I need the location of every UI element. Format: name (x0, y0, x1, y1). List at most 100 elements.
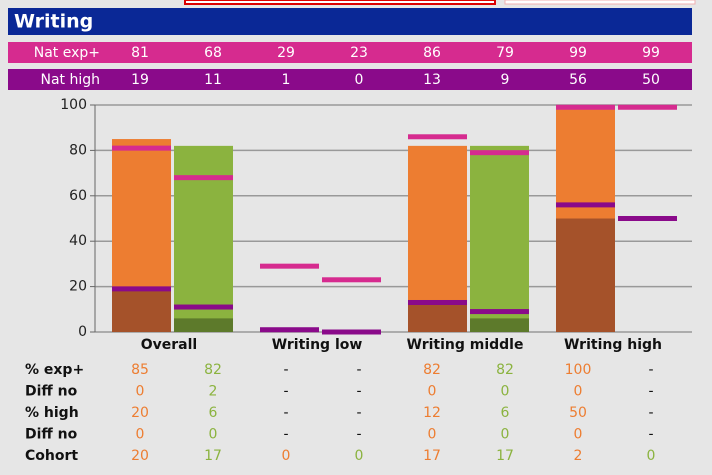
y-tick-label: 20 (69, 279, 87, 295)
nat-marker (322, 329, 381, 335)
bar-high (408, 304, 467, 332)
cell: - (356, 405, 361, 421)
cell: 0 (428, 384, 437, 400)
row-label: Cohort (25, 448, 78, 464)
nat-value: 0 (355, 72, 364, 88)
cell: 0 (209, 427, 218, 443)
nat-marker (618, 104, 677, 110)
cell: 0 (136, 427, 145, 443)
x-tick-label: Writing low (272, 337, 363, 353)
nat-marker (470, 150, 529, 156)
cell: 17 (423, 448, 441, 464)
cell: 2 (574, 448, 583, 464)
cell: 2 (209, 384, 218, 400)
nat-marker (112, 286, 171, 292)
top-box (504, 0, 696, 5)
nat-value: 9 (501, 72, 510, 88)
cell: 20 (131, 448, 149, 464)
nat-value: 13 (423, 72, 441, 88)
cell: 82 (496, 362, 514, 378)
cell: - (283, 405, 288, 421)
cell: 82 (423, 362, 441, 378)
cell: 0 (501, 427, 510, 443)
y-tick-label: 0 (78, 324, 87, 340)
nat-value: 11 (204, 72, 222, 88)
nat-value: 1 (282, 72, 291, 88)
cell: 0 (574, 384, 583, 400)
title: Writing (14, 11, 93, 33)
cell: 0 (501, 384, 510, 400)
cell: 50 (569, 405, 587, 421)
cell: 100 (565, 362, 592, 378)
row-label: Diff no (25, 384, 78, 400)
title-bar (8, 8, 692, 35)
cell: 0 (355, 448, 364, 464)
top-box (184, 0, 496, 5)
cell: - (283, 384, 288, 400)
cell: 20 (131, 405, 149, 421)
cell: - (283, 362, 288, 378)
y-tick-label: 100 (60, 97, 87, 113)
y-tick-label: 40 (69, 233, 87, 249)
nat-value: 99 (642, 45, 660, 61)
row-label: % exp+ (25, 362, 84, 378)
nat-marker (556, 104, 615, 110)
nat-marker (408, 299, 467, 305)
nat-row-bar (8, 42, 692, 63)
nat-value: 56 (569, 72, 587, 88)
nat-value: 19 (131, 72, 149, 88)
cell: 82 (204, 362, 222, 378)
cell: - (356, 384, 361, 400)
nat-value: 50 (642, 72, 660, 88)
nat-marker (260, 327, 319, 333)
nat-marker (556, 202, 615, 208)
cell: - (356, 362, 361, 378)
nat-marker (112, 145, 171, 151)
cell: - (648, 405, 653, 421)
nat-value: 68 (204, 45, 222, 61)
nat-value: 86 (423, 45, 441, 61)
nat-marker (260, 263, 319, 269)
nat-value: 29 (277, 45, 295, 61)
cell: 0 (282, 448, 291, 464)
nat-marker (174, 304, 233, 310)
nat-value: 79 (496, 45, 514, 61)
cell: - (648, 384, 653, 400)
nat-value: 81 (131, 45, 149, 61)
cell: 17 (496, 448, 514, 464)
nat-value: 23 (350, 45, 368, 61)
cell: 0 (574, 427, 583, 443)
y-tick-label: 80 (69, 142, 87, 158)
bar (470, 145, 529, 332)
cell: 12 (423, 405, 441, 421)
cell: 85 (131, 362, 149, 378)
cell: 0 (136, 384, 145, 400)
nat-marker (618, 216, 677, 221)
nat-row-label: Nat exp+ (34, 45, 100, 61)
row-label: % high (25, 405, 79, 421)
nat-marker (408, 134, 467, 140)
nat-marker (174, 175, 233, 181)
nat-row-label: Nat high (40, 72, 100, 88)
cell: - (648, 427, 653, 443)
x-tick-label: Overall (141, 337, 197, 353)
cell: 6 (501, 405, 510, 421)
row-label: Diff no (25, 427, 78, 443)
cell: 0 (428, 427, 437, 443)
bar-high (174, 318, 233, 332)
bar-high (556, 218, 615, 332)
x-tick-label: Writing high (564, 337, 662, 353)
cell: 17 (204, 448, 222, 464)
bar-high (470, 318, 529, 332)
nat-row-bar (8, 69, 692, 90)
nat-marker (322, 277, 381, 283)
cell: 0 (647, 448, 656, 464)
cell: 6 (209, 405, 218, 421)
nat-value: 99 (569, 45, 587, 61)
cell: - (356, 427, 361, 443)
y-tick-label: 60 (69, 188, 87, 204)
bar-high (112, 286, 171, 332)
cell: - (283, 427, 288, 443)
nat-marker (470, 309, 529, 315)
